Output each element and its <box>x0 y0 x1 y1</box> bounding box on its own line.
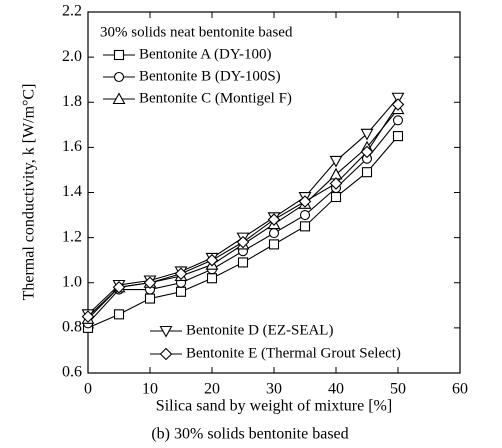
marker <box>206 273 218 284</box>
marker <box>143 276 157 290</box>
marker <box>112 92 126 105</box>
y-tick-label: 1.6 <box>62 138 82 155</box>
marker <box>237 257 249 268</box>
marker <box>174 267 188 281</box>
x-tick-label: 20 <box>204 381 220 398</box>
plot-frame <box>87 11 461 374</box>
y-tick-label: 1.8 <box>62 93 82 110</box>
series-line <box>87 104 399 317</box>
x-tick-label: 40 <box>328 381 344 398</box>
marker <box>268 228 280 239</box>
marker <box>391 98 405 111</box>
marker <box>144 293 156 304</box>
x-tick-label: 10 <box>142 381 158 398</box>
marker <box>236 235 250 249</box>
legend-label: Bentonite B (DY-100S) <box>139 68 281 84</box>
marker <box>113 71 125 83</box>
series-line <box>87 97 399 315</box>
legend-label: Bentonite E (Thermal Grout Select) <box>186 345 401 361</box>
marker <box>360 128 374 141</box>
series-line <box>87 108 399 320</box>
marker <box>392 131 404 142</box>
marker <box>205 253 219 267</box>
marker <box>392 115 404 126</box>
legend-label: Bentonite D (EZ-SEAL) <box>186 322 333 338</box>
y-tick-label: 2.2 <box>62 3 82 20</box>
marker <box>159 325 173 338</box>
marker <box>329 177 343 190</box>
caption: (b) 30% solids bentonite based <box>151 426 348 443</box>
x-axis-label: Silica sand by weight of mixture [%] <box>156 398 392 415</box>
marker <box>81 310 95 323</box>
marker <box>175 286 187 297</box>
marker <box>361 167 373 178</box>
x-tick-label: 50 <box>390 381 406 398</box>
marker <box>330 191 342 203</box>
series-line <box>87 135 399 329</box>
marker <box>298 195 312 208</box>
marker <box>159 347 173 361</box>
x-tick-label: 0 <box>84 381 92 398</box>
y-tick-label: 1.0 <box>62 273 82 290</box>
legend-label: Bentonite A (DY-100) <box>139 46 272 62</box>
series-line <box>87 119 399 324</box>
marker <box>299 210 311 221</box>
marker <box>267 213 281 226</box>
marker <box>113 49 125 61</box>
marker <box>360 145 374 159</box>
marker <box>112 280 126 294</box>
y-tick-label: 0.6 <box>62 364 82 381</box>
legend-label: Bentonite C (Montigel F) <box>139 90 292 106</box>
marker <box>299 221 311 232</box>
legend-title: 30% solids neat bentonite based <box>100 24 293 40</box>
y-axis-label: Thermal conductivity, k [W/m°C] <box>21 84 38 301</box>
y-tick-label: 2.0 <box>62 48 82 65</box>
y-tick-label: 1.4 <box>62 183 82 200</box>
x-tick-label: 60 <box>452 381 468 398</box>
marker <box>113 309 125 320</box>
y-tick-label: 1.2 <box>62 228 82 245</box>
marker <box>268 239 280 250</box>
y-tick-label: 0.8 <box>62 319 82 336</box>
x-tick-label: 30 <box>266 381 282 398</box>
marker <box>329 155 343 168</box>
